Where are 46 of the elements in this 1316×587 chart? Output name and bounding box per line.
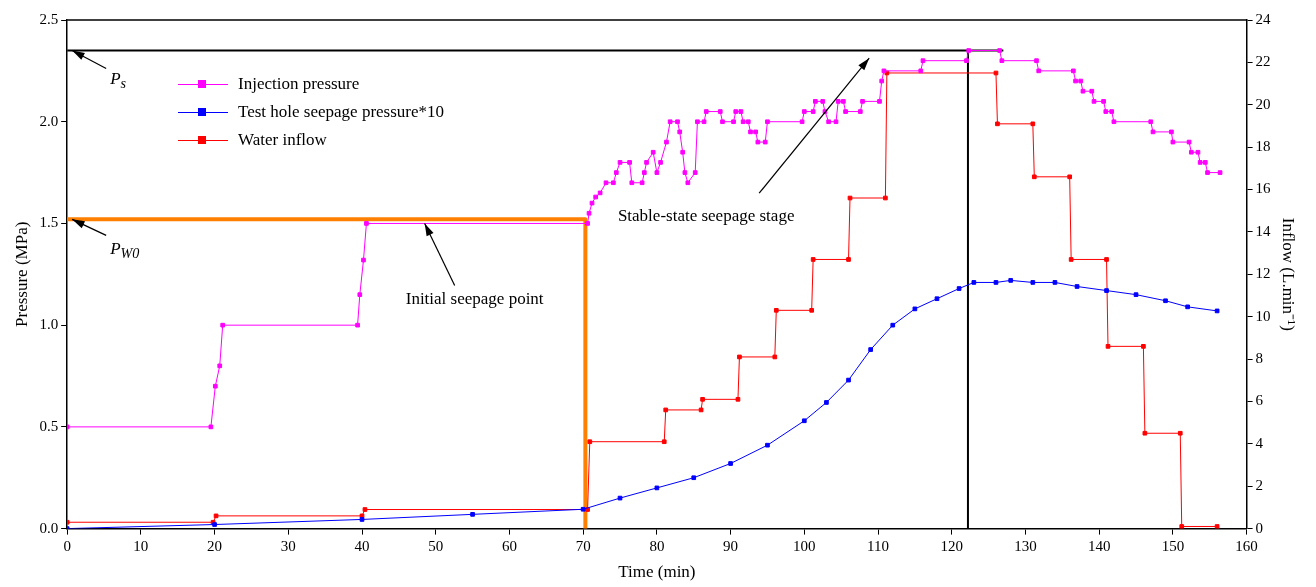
legend-label: Injection pressure — [238, 74, 360, 94]
x-tick-label: 10 — [133, 537, 149, 554]
annotation: P$_{s}$ — [110, 68, 127, 93]
y2-tick-label: 2 — [1255, 477, 1264, 494]
y2-tick-label: 0 — [1255, 519, 1264, 536]
y2-tick-label: 10 — [1255, 307, 1271, 324]
x-tick-label: 0 — [63, 537, 71, 554]
x-tick-label: 50 — [428, 537, 444, 554]
y2-tick-label: 18 — [1255, 138, 1271, 155]
y2-tick-label: 20 — [1255, 95, 1271, 112]
y2-tick-label: 14 — [1255, 222, 1272, 239]
y2-tick-label: 12 — [1255, 265, 1271, 282]
x-tick-label: 150 — [1161, 537, 1185, 554]
y2-tick-label: 4 — [1255, 434, 1264, 451]
x-tick-label: 90 — [723, 537, 739, 554]
x-tick-label: 120 — [940, 537, 963, 554]
y-axis-title: Pressure (MPa) — [11, 221, 31, 327]
annotation: Initial seepage point — [405, 289, 544, 310]
legend-label: Water inflow — [238, 130, 327, 150]
y2-tick-label: 24 — [1255, 10, 1272, 27]
y2-tick-label: 6 — [1255, 392, 1264, 409]
x-tick-label: 140 — [1087, 537, 1111, 554]
x-tick-label: 20 — [207, 537, 223, 554]
y2-tick-label: 16 — [1255, 180, 1272, 197]
y-tick-label: 0.0 — [39, 519, 59, 536]
x-tick-label: 30 — [280, 537, 296, 554]
x-tick-label: 80 — [649, 537, 665, 554]
x-tick-label: 60 — [501, 537, 517, 554]
y2-axis-title: Inflow (L.min⁻¹) — [1279, 217, 1299, 331]
y-tick-label: 2.0 — [39, 112, 59, 129]
x-tick-label: 70 — [575, 537, 591, 554]
y-tick-label: 1.0 — [39, 316, 59, 333]
x-axis-title: Time (min) — [618, 562, 696, 582]
y2-tick-label: 8 — [1255, 350, 1264, 366]
x-tick-label: 160 — [1235, 537, 1258, 554]
y-tick-label: 2.5 — [39, 10, 59, 27]
annotation: P$_{W0}$ — [110, 239, 140, 264]
y2-tick-label: 22 — [1255, 53, 1271, 70]
y-tick-label: 0.5 — [39, 417, 59, 434]
y-tick-label: 1.5 — [39, 214, 59, 231]
x-tick-label: 110 — [867, 537, 889, 554]
legend-label: Test hole seepage pressure*10 — [238, 102, 445, 122]
annotation: Stable-state seepage stage — [617, 206, 795, 227]
x-tick-label: 100 — [793, 537, 816, 554]
x-tick-label: 130 — [1014, 537, 1037, 554]
x-tick-label: 40 — [354, 537, 370, 554]
